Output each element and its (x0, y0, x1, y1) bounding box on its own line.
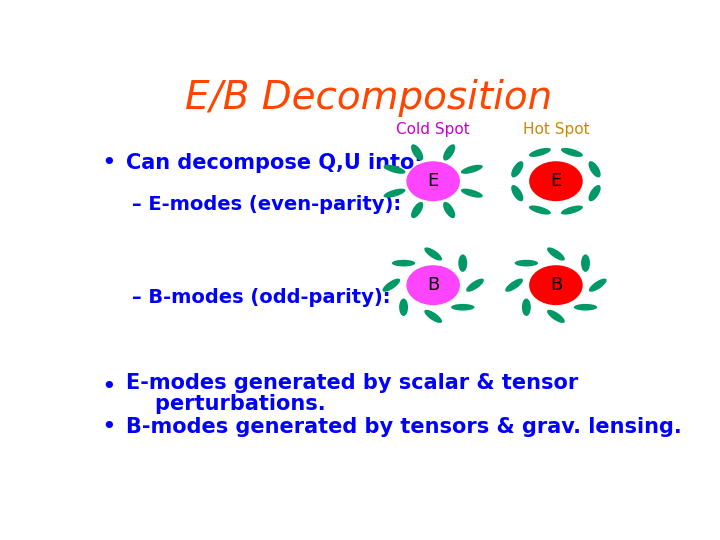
Ellipse shape (459, 254, 467, 272)
Ellipse shape (384, 165, 405, 174)
Text: •: • (101, 151, 116, 174)
Text: •: • (101, 415, 116, 438)
Ellipse shape (511, 161, 523, 178)
Ellipse shape (505, 279, 523, 292)
Ellipse shape (399, 299, 408, 316)
Ellipse shape (522, 299, 531, 316)
Ellipse shape (547, 247, 564, 261)
Ellipse shape (515, 260, 538, 266)
Text: E: E (550, 172, 562, 190)
Ellipse shape (411, 202, 423, 218)
Ellipse shape (461, 188, 483, 198)
Ellipse shape (529, 148, 551, 157)
Text: Cold Spot: Cold Spot (396, 122, 470, 137)
Ellipse shape (411, 144, 423, 160)
Ellipse shape (589, 279, 607, 292)
Text: B: B (550, 276, 562, 294)
Text: E: E (428, 172, 438, 190)
Circle shape (529, 265, 582, 305)
Ellipse shape (466, 279, 484, 292)
Ellipse shape (443, 144, 455, 160)
Circle shape (406, 161, 460, 201)
Circle shape (529, 161, 582, 201)
Ellipse shape (443, 202, 455, 218)
Text: – B-modes (odd-parity):: – B-modes (odd-parity): (132, 288, 390, 307)
Ellipse shape (424, 247, 442, 261)
Ellipse shape (561, 206, 583, 214)
Ellipse shape (529, 206, 551, 214)
Ellipse shape (547, 310, 564, 323)
Text: B-modes generated by tensors & grav. lensing.: B-modes generated by tensors & grav. len… (126, 416, 682, 436)
Ellipse shape (461, 165, 483, 174)
Text: E-modes generated by scalar & tensor: E-modes generated by scalar & tensor (126, 373, 579, 393)
Ellipse shape (588, 185, 600, 201)
Circle shape (406, 265, 460, 305)
Text: B: B (427, 276, 439, 294)
Ellipse shape (588, 161, 600, 178)
Ellipse shape (581, 254, 590, 272)
Text: Hot Spot: Hot Spot (523, 122, 589, 137)
Text: Can decompose Q,U into:: Can decompose Q,U into: (126, 152, 423, 172)
Ellipse shape (451, 304, 474, 310)
Ellipse shape (574, 304, 598, 310)
Ellipse shape (561, 148, 583, 157)
Text: perturbations.: perturbations. (126, 394, 326, 414)
Ellipse shape (424, 310, 442, 323)
Ellipse shape (511, 185, 523, 201)
Text: E/B Decomposition: E/B Decomposition (185, 79, 553, 117)
Ellipse shape (392, 260, 415, 266)
Ellipse shape (384, 188, 405, 198)
Text: •: • (101, 375, 116, 399)
Text: – E-modes (even-parity):: – E-modes (even-parity): (132, 194, 401, 214)
Ellipse shape (382, 279, 400, 292)
